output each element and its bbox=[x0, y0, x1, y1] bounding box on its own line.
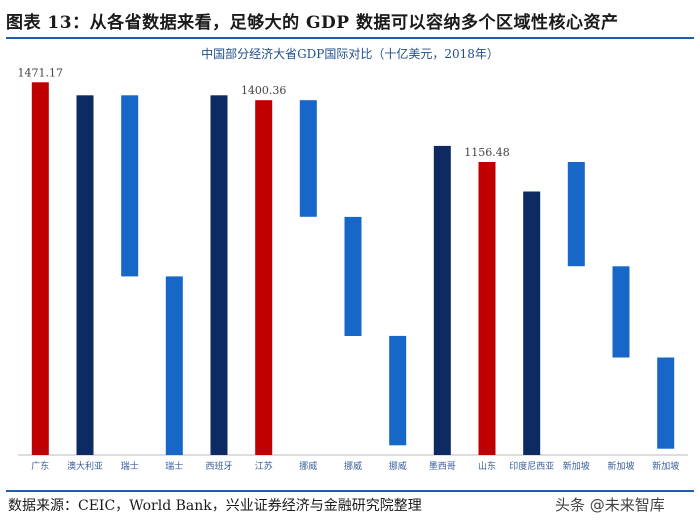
x-tick-label: 澳大利亚 bbox=[67, 460, 103, 472]
x-tick-label: 挪威 bbox=[344, 460, 362, 472]
data-label: 1156.48 bbox=[464, 146, 510, 159]
bar-10 bbox=[478, 162, 496, 455]
x-tick-label: 墨西哥 bbox=[429, 461, 456, 472]
bar-4 bbox=[210, 95, 228, 456]
watermark-text: 头条 @未来智库 bbox=[555, 496, 665, 514]
bars-group bbox=[31, 82, 675, 456]
bar-8 bbox=[389, 335, 407, 446]
x-tick-label: 瑞士 bbox=[121, 460, 139, 472]
x-tick-label: 印度尼西亚 bbox=[509, 460, 554, 472]
data-label: 1400.36 bbox=[241, 84, 287, 97]
bar-6 bbox=[299, 100, 317, 217]
x-tick-label: 广东 bbox=[31, 460, 49, 472]
x-tick-label: 新加坡 bbox=[652, 460, 679, 472]
figure-title: 图表 13：从各省数据来看，足够大的 GDP 数据可以容纳多个区域性核心资产 bbox=[6, 13, 619, 33]
x-tick-label: 西班牙 bbox=[205, 460, 232, 472]
bar-0 bbox=[31, 82, 49, 456]
x-tick-label: 新加坡 bbox=[607, 460, 634, 472]
bar-3 bbox=[165, 276, 183, 455]
x-tick-label: 江苏 bbox=[255, 460, 273, 472]
bar-1 bbox=[76, 95, 94, 456]
bar-2 bbox=[121, 95, 139, 277]
data-label: 1471.17 bbox=[18, 66, 64, 79]
x-tick-label: 新加坡 bbox=[563, 460, 590, 472]
x-tick-label: 挪威 bbox=[389, 460, 407, 472]
bar-12 bbox=[567, 162, 585, 267]
bar-11 bbox=[523, 191, 541, 455]
bar-13 bbox=[612, 266, 630, 358]
data-labels: 1471.17 1400.36 1156.48 bbox=[18, 66, 510, 159]
title-divider bbox=[6, 37, 694, 39]
bar-7 bbox=[344, 216, 362, 336]
bar-9 bbox=[433, 145, 451, 455]
chart-title: 中国部分经济大省GDP国际对比（十亿美元，2018年） bbox=[201, 46, 499, 61]
source-note: 数据来源：CEIC，World Bank，兴业证券经济与金融研究院整理 bbox=[8, 498, 422, 514]
bar-14 bbox=[657, 357, 675, 449]
x-tick-label: 挪威 bbox=[299, 460, 317, 472]
x-tick-label: 瑞士 bbox=[165, 460, 183, 472]
bar-5 bbox=[255, 100, 273, 455]
footer-divider bbox=[6, 490, 694, 492]
x-tick-labels: 广东 澳大利亚 瑞士 瑞士 西班牙 江苏 挪威 挪威 挪威 墨西哥 山东 印度尼西亚 新加坡 新加坡 新加坡 bbox=[31, 460, 679, 472]
x-tick-label: 山东 bbox=[478, 460, 496, 472]
waterfall-chart: 中国部分经济大省GDP国际对比（十亿美元，2018年） 广东 澳大利亚 瑞士 瑞士 西班… bbox=[18, 46, 688, 472]
